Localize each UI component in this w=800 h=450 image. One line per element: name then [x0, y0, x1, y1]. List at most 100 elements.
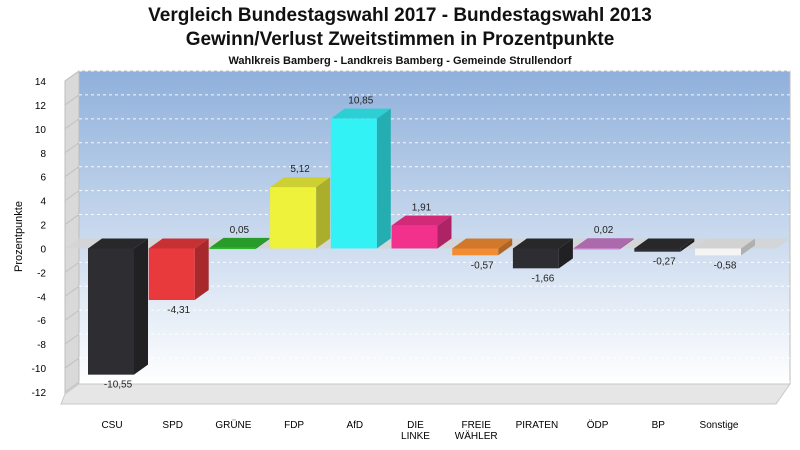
bar-group: -0,57 — [452, 238, 513, 271]
bar-group: -0,58 — [695, 238, 755, 271]
gridline-side — [64, 357, 80, 369]
bar-top — [695, 238, 755, 249]
gridline-side — [64, 142, 80, 154]
bar-group: -1,66 — [512, 238, 573, 284]
y-tick-label: 0 — [40, 244, 46, 255]
bar-group: -10,55 — [88, 238, 148, 391]
chart-title: Vergleich Bundestagswahl 2017 - Bundesta… — [148, 5, 652, 26]
bar-side — [134, 238, 148, 375]
bar-group: 0,02 — [573, 225, 634, 250]
x-tick-label: SPD — [162, 420, 183, 431]
x-tick-label: LINKE — [401, 431, 430, 442]
x-tick-label: ÖDP — [587, 419, 609, 431]
bar-top — [270, 177, 331, 188]
bar-group: 0,05 — [209, 225, 270, 250]
data-label: 0,05 — [230, 225, 250, 236]
y-tick-label: -4 — [37, 292, 46, 303]
bar-side — [255, 237, 270, 250]
bar — [88, 248, 134, 375]
x-tick-label: DIE — [407, 420, 424, 431]
y-tick-label: 10 — [35, 125, 47, 136]
data-label: -0,58 — [714, 260, 737, 271]
y-tick-label: 4 — [40, 197, 46, 208]
gridline-side — [64, 309, 80, 321]
chart-subtitle: Gewinn/Verlust Zweitstimmen in Prozentpu… — [185, 29, 615, 50]
bar-top — [573, 238, 634, 249]
gridline-side — [64, 285, 80, 297]
x-tick-label: GRÜNE — [215, 419, 251, 431]
bar-side — [194, 238, 209, 301]
bar-side — [619, 238, 634, 250]
gridline-side — [64, 261, 80, 273]
data-label: -4,31 — [167, 305, 190, 316]
y-tick-label: -10 — [32, 364, 47, 375]
x-tick-label: Sonstige — [700, 420, 739, 431]
x-tick-label: FREIE — [461, 420, 491, 431]
bar-group: -0,27 — [634, 238, 695, 268]
data-label: -0,57 — [471, 260, 494, 271]
bar-side — [376, 108, 391, 249]
x-tick-label: AfD — [346, 420, 363, 431]
y-tick-label: -8 — [37, 340, 46, 351]
y-tick-label: 6 — [40, 173, 46, 184]
y-tick-label: 14 — [35, 77, 47, 88]
gridline-side — [64, 70, 80, 82]
gridline-side — [64, 381, 80, 393]
data-label: 1,91 — [412, 203, 432, 214]
gridline-side — [64, 214, 80, 225]
x-tick-label: FDP — [284, 420, 304, 431]
y-tick-label: 2 — [40, 221, 46, 232]
bar-top — [209, 237, 270, 248]
y-axis-label: Prozentpunkte — [13, 201, 25, 272]
chart-location: Wahlkreis Bamberg - Landkreis Bamberg - … — [228, 55, 572, 67]
y-tick-label: -2 — [37, 268, 46, 279]
bar — [148, 248, 195, 301]
data-label: 0,02 — [594, 225, 614, 236]
chart-titles: Vergleich Bundestagswahl 2017 - Bundesta… — [0, 0, 800, 69]
y-tick-label: -6 — [37, 316, 46, 327]
bar-top — [391, 215, 452, 226]
gridline-side — [64, 190, 80, 202]
bar-top — [452, 238, 513, 249]
bar — [573, 248, 620, 250]
bar — [391, 225, 438, 249]
bar-top — [330, 108, 391, 119]
gridline-side — [64, 333, 80, 345]
bar — [330, 118, 377, 249]
x-tick-label: PIRATEN — [516, 420, 559, 431]
bar — [270, 187, 317, 249]
bar-side — [437, 215, 452, 249]
x-tick-label: WÄHLER — [455, 430, 498, 442]
plot-side-wall — [64, 70, 80, 395]
bar-side — [680, 238, 695, 252]
bar-group: 1,91 — [391, 203, 452, 249]
bar-top — [634, 238, 695, 249]
bar — [209, 247, 256, 250]
y-tick-label: -12 — [32, 388, 47, 399]
y-tick-label: 8 — [40, 149, 46, 160]
data-label: -0,27 — [653, 257, 676, 268]
x-tick-label: BP — [652, 420, 666, 431]
bar-group: 10,85 — [330, 96, 391, 249]
bar — [695, 248, 741, 256]
y-tick-label: 12 — [35, 101, 47, 112]
bar-side — [316, 177, 331, 249]
data-label: 10,85 — [348, 96, 373, 107]
bar — [634, 248, 681, 252]
bar-top — [512, 238, 573, 249]
gridline-side — [64, 94, 80, 106]
bar-side — [558, 238, 573, 269]
data-label: -1,66 — [532, 273, 555, 284]
bar-side — [741, 238, 755, 256]
bar-side — [498, 238, 513, 256]
bar — [452, 248, 499, 256]
data-label: 5,12 — [290, 164, 310, 175]
bar-group: -4,31 — [148, 238, 209, 316]
bar-top — [88, 238, 148, 249]
data-label: -10,55 — [104, 380, 133, 391]
gridline-side — [64, 166, 80, 178]
gridline-side — [64, 118, 80, 130]
x-tick-label: CSU — [101, 420, 122, 431]
bar-group: 5,12 — [270, 164, 331, 249]
